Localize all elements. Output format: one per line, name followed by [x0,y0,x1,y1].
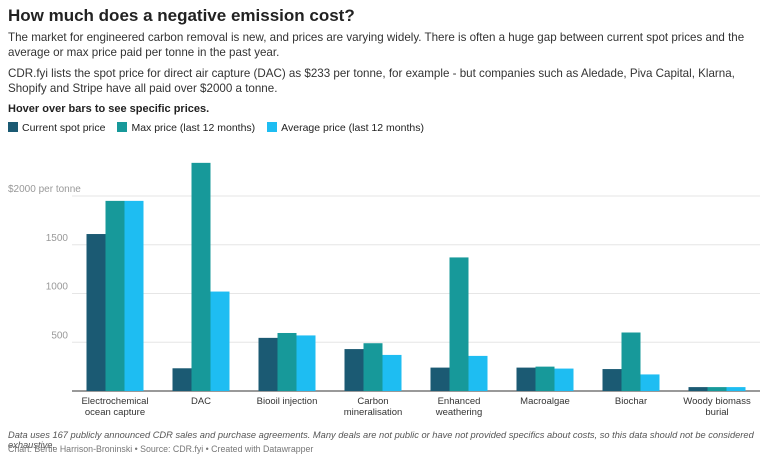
legend-label: Current spot price [22,122,106,134]
legend-swatch [117,122,128,132]
legend-item: Average price (last 12 months) [267,122,424,134]
x-tick-label: DAC [190,396,212,407]
y-tick-label: $2000 per tonne [8,184,81,195]
bar[interactable] [688,387,708,391]
bar[interactable] [707,387,727,391]
description: CDR.fyi lists the spot price for direct … [8,67,735,95]
legend-swatch [8,122,18,132]
bar[interactable] [554,368,574,391]
notes: Data uses 167 publicly announced CDR sal… [8,430,754,450]
bar[interactable] [516,367,536,391]
bar[interactable] [535,366,555,391]
bar[interactable] [86,234,106,391]
x-tick-label: Woody biomass burial [683,396,751,418]
x-tick-label: Biochar [614,396,648,407]
bar[interactable] [382,354,402,391]
bar[interactable] [640,374,660,391]
bar[interactable] [363,343,383,391]
legend: Current spot price Max price (last 12 mon… [8,122,424,134]
legend-item: Current spot price [8,122,105,134]
bar[interactable] [602,369,622,391]
x-tick-label: Macroalgae [520,396,570,407]
x-tick-label: Electrochemical ocean capture [81,396,149,418]
y-tick-label: 1500 [46,233,69,244]
credit: Chart: Bertie Harrison-Broninski • Sourc… [8,444,314,454]
y-tick-label: 500 [51,330,68,341]
x-tick-label: Carbon mineralisation [343,396,403,418]
bar[interactable] [344,349,364,391]
bar[interactable] [172,368,192,391]
y-tick-label: 1000 [46,282,69,293]
bar[interactable] [726,387,746,391]
bar[interactable] [105,200,125,391]
x-tick-label: Biooil injection [256,396,318,407]
instruction: Hover over bars to see specific prices. [8,103,210,115]
bar[interactable] [449,257,469,391]
bar[interactable] [124,200,144,391]
bar[interactable] [210,291,230,391]
title: How much does a negative emission cost? [8,6,355,25]
legend-label: Max price (last 12 months) [131,122,256,134]
description: The market for engineered carbon removal… [8,31,745,59]
bar[interactable] [296,335,316,391]
bar[interactable] [468,355,488,391]
bar[interactable] [258,337,278,391]
bar[interactable] [277,332,297,391]
legend-label: Average price (last 12 months) [281,122,424,134]
x-tick-label: Enhanced weathering [435,396,483,418]
bar[interactable] [430,367,450,391]
bar[interactable] [191,162,211,391]
bar[interactable] [621,332,641,392]
legend-item: Max price (last 12 months) [117,122,255,134]
legend-swatch [267,122,278,132]
